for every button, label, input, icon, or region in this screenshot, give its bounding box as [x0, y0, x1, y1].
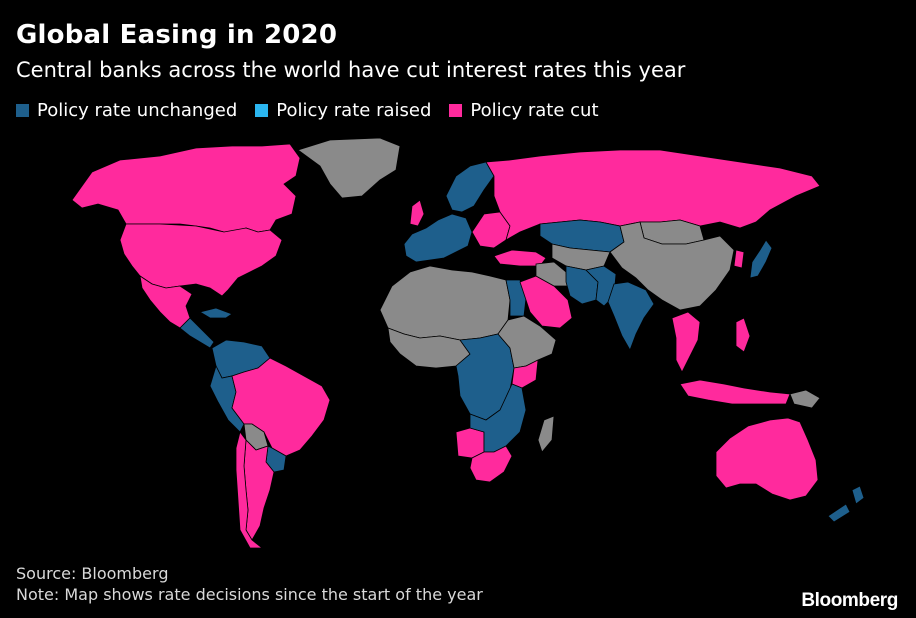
chart-subtitle: Central banks across the world have cut …: [16, 58, 686, 82]
region-india: [607, 281, 655, 351]
legend-label-unchanged: Policy rate unchanged: [37, 100, 238, 121]
region-caribbean: [198, 307, 233, 319]
map-note: Note: Map shows rate decisions since the…: [16, 585, 483, 604]
region-southeast-asia: [671, 311, 701, 373]
legend-item-raised: Policy rate raised: [255, 100, 431, 121]
region-uk: [409, 199, 425, 227]
region-turkey: [493, 249, 547, 267]
region-chile: [235, 431, 264, 549]
region-indonesia: [679, 379, 791, 405]
legend-label-cut: Policy rate cut: [470, 100, 599, 121]
legend: Policy rate unchanged Policy rate raised…: [16, 100, 617, 121]
region-western-europe: [403, 213, 473, 263]
region-southern-africa: [469, 383, 527, 453]
legend-item-unchanged: Policy rate unchanged: [16, 100, 237, 121]
region-angola: [455, 427, 485, 459]
legend-swatch-cut: [449, 104, 463, 117]
region-east-africa: [497, 315, 557, 369]
region-usa: [119, 223, 283, 297]
region-central-america: [179, 317, 215, 349]
region-north-africa: [379, 265, 511, 341]
region-china: [609, 221, 735, 311]
chart-title: Global Easing in 2020: [16, 20, 338, 50]
region-japan: [749, 239, 773, 279]
region-philippines: [735, 317, 751, 353]
region-papua-new-guinea: [789, 389, 821, 409]
region-south-africa: [469, 445, 513, 483]
legend-item-cut: Policy rate cut: [449, 100, 599, 121]
source-note: Source: Bloomberg: [16, 564, 169, 583]
legend-swatch-unchanged: [16, 104, 29, 117]
bloomberg-logo: Bloomberg: [801, 590, 898, 611]
region-new-zealand: [827, 485, 865, 523]
world-map: [71, 137, 865, 549]
region-greenland: [297, 137, 401, 199]
region-madagascar: [537, 415, 555, 453]
region-korea: [733, 249, 745, 269]
region-scandinavia: [445, 161, 495, 213]
region-australia: [715, 417, 819, 501]
region-russia: [485, 149, 821, 241]
region-canada: [71, 143, 301, 235]
legend-swatch-raised: [255, 104, 269, 117]
legend-label-raised: Policy rate raised: [276, 100, 432, 121]
